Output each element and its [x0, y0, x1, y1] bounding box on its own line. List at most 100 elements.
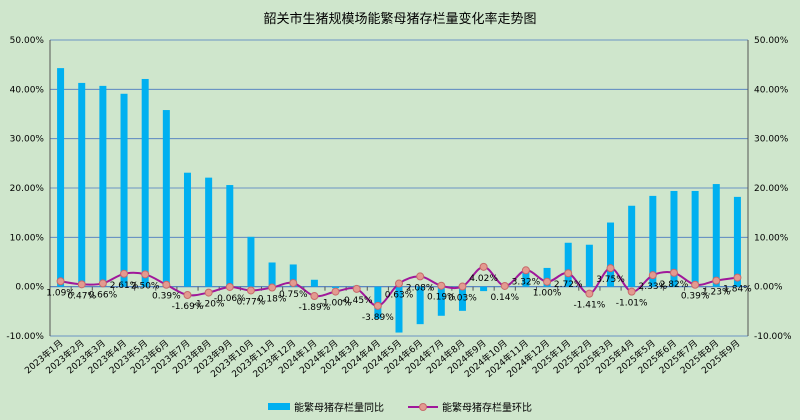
data-label: 3.75%: [596, 275, 625, 285]
data-label: 1.23%: [702, 288, 731, 298]
bar: [162, 110, 170, 287]
y-tick-left: 40.00%: [10, 85, 45, 95]
legend-bar-swatch: [268, 403, 290, 410]
legend-label: 能繁母猪存栏量环比: [442, 403, 532, 414]
data-label: -1.89%: [298, 303, 330, 313]
bar: [78, 82, 86, 287]
mom-point: [564, 269, 573, 278]
data-label: -1.20%: [193, 300, 225, 310]
bar: [141, 78, 149, 287]
legend-item-yoy[interactable]: 能繁母猪存栏量同比: [268, 399, 384, 414]
y-tick-right: 50.00%: [754, 36, 789, 46]
bar: [585, 244, 593, 287]
bar: [289, 264, 297, 287]
mom-point: [395, 279, 403, 288]
mom-point: [669, 268, 678, 277]
bar: [310, 279, 318, 287]
data-label: 0.39%: [152, 292, 181, 302]
data-label: 0.39%: [681, 292, 710, 302]
bar: [712, 184, 720, 287]
bar: [205, 177, 213, 287]
bar: [437, 286, 445, 316]
mom-point: [289, 278, 298, 287]
mom-point: [479, 262, 488, 271]
mom-point: [246, 286, 255, 295]
y-tick-left: 0.00%: [15, 283, 44, 293]
mom-point: [77, 280, 86, 289]
mom-point: [733, 273, 742, 282]
y-tick-left: -10.00%: [6, 332, 44, 342]
mom-point: [120, 269, 129, 278]
bar: [226, 185, 234, 287]
bar: [268, 262, 276, 287]
mom-point: [691, 280, 700, 289]
y-tick-left: 10.00%: [10, 233, 45, 243]
y-tick-right: 20.00%: [754, 184, 789, 194]
mom-point: [712, 276, 721, 285]
data-label: -1.41%: [573, 301, 605, 311]
mom-point: [183, 291, 192, 300]
mom-point: [521, 266, 530, 275]
chart-title: 韶关市生猪规模场能繁母猪存栏量变化率走势图: [263, 12, 537, 27]
data-label: 0.75%: [279, 290, 308, 300]
y-tick-left: 50.00%: [10, 36, 45, 46]
y-tick-right: -10.00%: [754, 332, 792, 342]
data-label: 1.00%: [533, 289, 562, 299]
mom-point: [56, 277, 65, 286]
bar: [458, 286, 466, 311]
mom-point: [500, 281, 509, 290]
mom-point: [585, 289, 594, 298]
data-label: -0.06%: [214, 294, 246, 304]
data-label: 2.50%: [131, 281, 160, 291]
bar: [733, 196, 741, 287]
data-label: 0.18%: [258, 295, 287, 305]
mom-point: [310, 291, 319, 300]
legend-label: 能繁母猪存栏量同比: [294, 403, 384, 414]
bar: [416, 286, 424, 325]
bar: [57, 68, 65, 287]
bar: [480, 286, 488, 292]
bar: [332, 286, 340, 289]
data-label: -1.01%: [616, 299, 648, 309]
data-label: -1.69%: [172, 302, 204, 312]
data-label: 0.14%: [490, 293, 519, 303]
bar: [564, 242, 572, 287]
data-label: -0.45%: [341, 296, 373, 306]
bar: [628, 205, 636, 287]
bar: [120, 93, 128, 287]
bar: [247, 236, 255, 287]
data-label: 2.08%: [406, 283, 435, 293]
mom-point: [627, 287, 636, 296]
data-label: 0.19%: [427, 293, 456, 303]
data-label: 0.63%: [385, 291, 414, 301]
mom-point: [416, 272, 425, 281]
y-tick-right: 30.00%: [754, 135, 789, 145]
y-tick-left: 30.00%: [10, 135, 45, 145]
mom-point: [98, 279, 107, 288]
mom-point: [225, 282, 234, 291]
mom-point: [204, 288, 213, 297]
data-label: 2.61%: [110, 281, 139, 291]
legend-item-mom[interactable]: 能繁母猪存栏量环比: [408, 399, 532, 414]
data-label: 0.03%: [448, 294, 477, 304]
mom-point: [373, 301, 382, 310]
data-label: 3.32%: [512, 277, 541, 287]
mom-point: [141, 270, 150, 279]
legend: 能繁母猪存栏量同比 能繁母猪存栏量环比: [0, 399, 800, 414]
mom-point: [606, 264, 615, 273]
data-label: 2.33%: [639, 282, 668, 292]
mom-point: [331, 287, 340, 296]
bar: [183, 172, 191, 287]
bar: [543, 267, 551, 287]
mom-point: [648, 271, 657, 280]
mom-point: [162, 280, 171, 289]
mom-point: [268, 283, 277, 292]
data-label: 1.09%: [46, 288, 75, 298]
y-tick-right: 10.00%: [754, 233, 789, 243]
bar: [607, 222, 615, 287]
bar: [99, 85, 107, 287]
bar: [522, 269, 530, 287]
y-tick-right: 40.00%: [754, 85, 789, 95]
data-label: 2.72%: [554, 280, 583, 290]
